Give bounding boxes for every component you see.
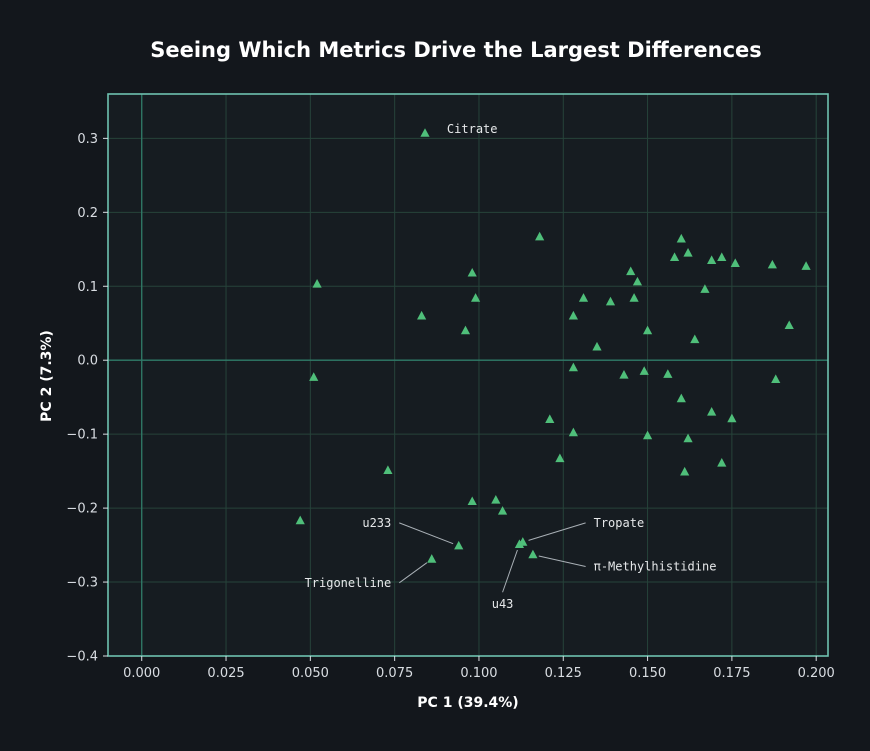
data-point (801, 261, 811, 270)
data-point (727, 413, 737, 423)
data-point (669, 252, 680, 262)
annotation-label: u233 (362, 516, 391, 530)
x-tick-label: 0.050 (292, 666, 329, 681)
chart-title: Seeing Which Metrics Drive the Largest D… (150, 38, 762, 62)
y-tick-label: 0.3 (77, 132, 98, 147)
data-point (707, 255, 717, 264)
data-point (491, 494, 501, 504)
data-point (568, 310, 578, 320)
data-point (578, 293, 589, 302)
data-points (295, 128, 811, 563)
x-tick-label: 0.075 (376, 666, 413, 681)
data-point (663, 369, 673, 378)
data-point (707, 406, 717, 416)
x-tick-label: 0.150 (629, 666, 666, 681)
data-point (518, 537, 528, 546)
data-point (626, 266, 636, 276)
data-point (454, 540, 464, 550)
annotation-line (538, 555, 586, 568)
plot-area (108, 94, 828, 656)
zero-lines (108, 94, 828, 656)
annotation-label: π-Methylhistidine (594, 560, 717, 574)
data-point (629, 293, 639, 302)
data-point (467, 267, 477, 277)
data-point (383, 465, 393, 474)
x-axis-label: PC 1 (39.4%) (417, 695, 518, 711)
y-tick-label: 0.0 (77, 354, 98, 369)
annotation-label: u43 (492, 597, 514, 611)
x-tick-label: 0.025 (207, 666, 244, 681)
annotation-lines (398, 522, 586, 593)
y-axis-ticks: 0.3 0.2 0.1 0.0 −0.1 −0.2 −0.3 −0.4 (66, 132, 108, 665)
data-point (730, 258, 740, 267)
data-point (619, 370, 629, 379)
plot-frame (107, 93, 829, 657)
data-point (568, 362, 578, 372)
y-tick-label: −0.1 (66, 428, 98, 443)
x-tick-label: 0.175 (713, 666, 750, 681)
data-point (642, 325, 653, 335)
data-point (632, 276, 643, 286)
data-point (545, 414, 555, 423)
data-point (309, 372, 319, 381)
annotation-label: Citrate (447, 122, 498, 136)
x-tick-label: 0.000 (123, 666, 160, 681)
data-point (639, 366, 649, 375)
data-point (683, 433, 693, 443)
data-point (295, 515, 305, 525)
data-point (497, 506, 508, 515)
y-axis-label: PC 2 (7.3%) (39, 330, 55, 422)
x-axis-ticks: 0.000 0.025 0.050 0.075 0.100 0.125 0.150 0.175… (123, 656, 835, 681)
x-tick-label: 0.125 (545, 666, 582, 681)
data-point (717, 457, 727, 467)
data-point (568, 427, 578, 437)
y-tick-label: −0.2 (66, 502, 98, 517)
data-point (676, 393, 686, 403)
data-point (427, 554, 437, 563)
y-tick-label: −0.4 (66, 650, 98, 665)
data-point (535, 231, 545, 241)
data-point (470, 293, 481, 302)
data-point (420, 128, 430, 137)
y-tick-label: −0.3 (66, 576, 98, 591)
data-point (312, 279, 322, 288)
annotation-labels: Citrate u233 Trigonelline Tropate π-Methylhi… (305, 122, 717, 611)
y-tick-label: 0.2 (77, 206, 98, 221)
data-point (528, 549, 538, 559)
annotation-line (398, 562, 428, 584)
data-point (417, 310, 427, 320)
data-point (676, 233, 686, 243)
data-point (555, 453, 565, 463)
data-point (680, 466, 690, 476)
data-point (605, 296, 616, 306)
annotation-line (502, 549, 518, 593)
data-point (784, 320, 794, 330)
annotation-label: Tropate (594, 516, 645, 530)
data-point (690, 334, 700, 344)
data-point (700, 284, 710, 293)
annotation-line (399, 522, 454, 545)
data-point (592, 341, 602, 351)
data-point (642, 430, 653, 440)
y-tick-label: 0.1 (77, 280, 98, 295)
data-point (460, 325, 471, 335)
x-tick-label: 0.100 (460, 666, 497, 681)
x-tick-label: 0.200 (798, 666, 835, 681)
annotation-label: Trigonelline (305, 576, 392, 590)
data-point (683, 247, 693, 257)
data-point (717, 252, 727, 262)
data-point (771, 374, 781, 384)
annotation-line (528, 522, 586, 541)
data-point (467, 496, 477, 506)
data-point (767, 259, 777, 269)
